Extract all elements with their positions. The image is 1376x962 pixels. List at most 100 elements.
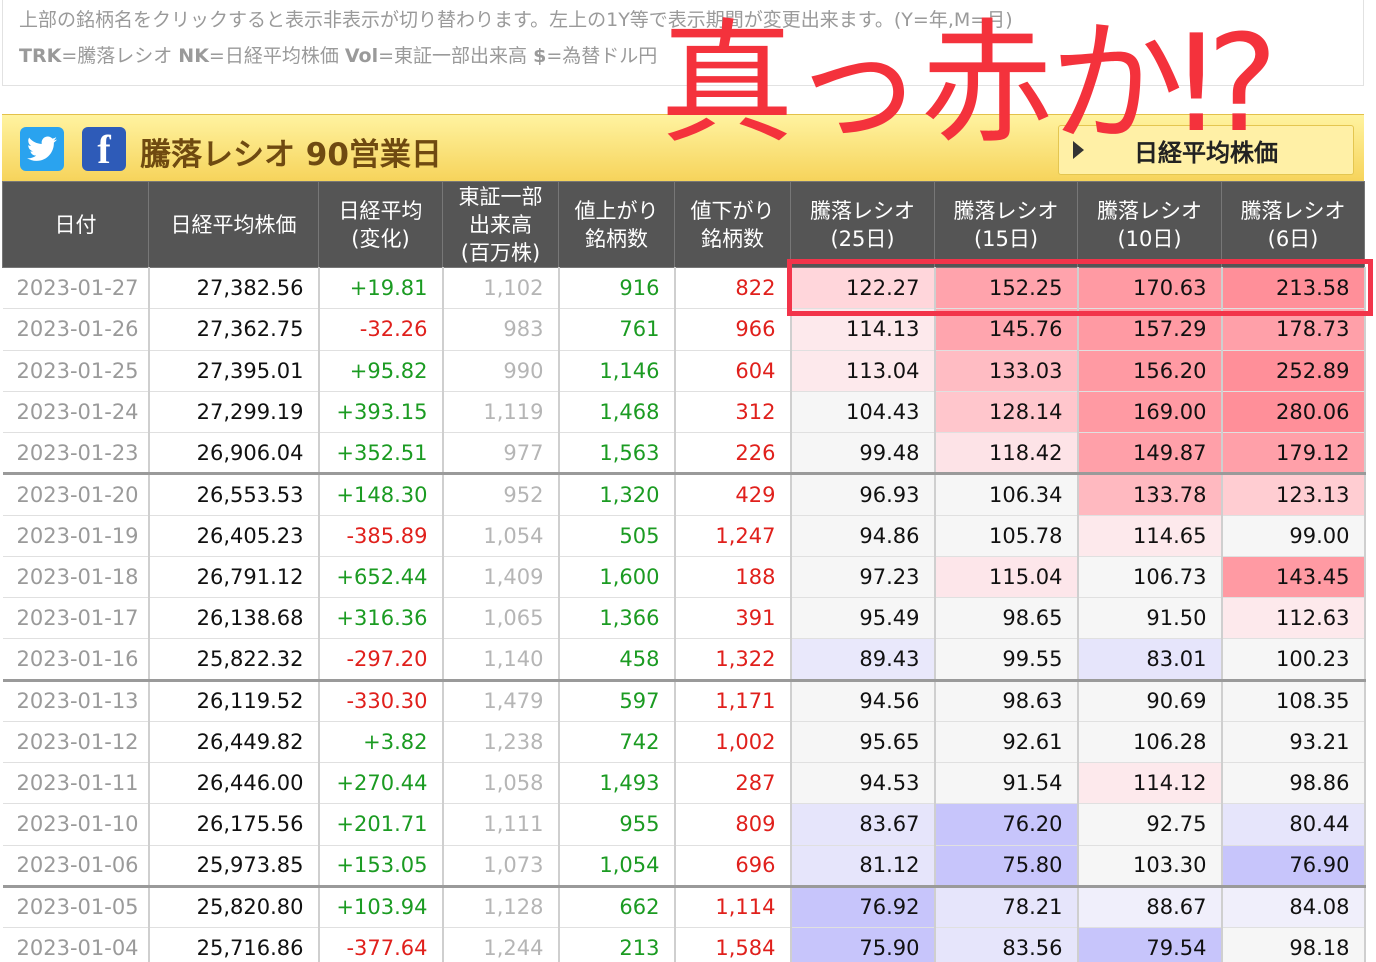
cell-volume: 977: [442, 432, 560, 475]
legend-key-nk: NK: [178, 45, 209, 68]
cell-ratio-25: 83.67: [790, 803, 936, 846]
cell-ratio-15: 98.65: [934, 597, 1079, 640]
table-row: 2023-01-25 27,395.01 +95.82 990 1,146 604 113.…: [2, 350, 1366, 392]
cell-ratio-25: 122.27: [790, 267, 936, 310]
cell-ratio-10: 103.30: [1077, 845, 1223, 887]
cell-nikkei-change: +352.51: [318, 432, 444, 475]
cell-ratio-15: 92.61: [934, 721, 1079, 764]
nikkei-toggle-button[interactable]: 日経平均株価: [1058, 125, 1354, 175]
cell-ratio-6: 84.08: [1221, 884, 1366, 929]
cell-ratio-15: 75.80: [934, 845, 1079, 887]
cell-volume: 1,111: [442, 803, 560, 846]
cell-ratio-10: 170.63: [1077, 267, 1223, 310]
table-body: 2023-01-27 27,382.56 +19.81 1,102 916 822 122.…: [2, 267, 1366, 962]
cell-ratio-25: 76.92: [790, 884, 936, 929]
info-box: 上部の銘柄名をクリックすると表示非表示が切り替わります。左上の1Y等で表示期間が…: [2, 0, 1364, 86]
cell-decliners: 1,171: [674, 678, 792, 722]
cell-date: 2023-01-24: [2, 391, 150, 434]
cell-ratio-10: 156.20: [1077, 350, 1223, 392]
cell-volume: 990: [442, 350, 560, 392]
legend-key-usd: $: [533, 45, 547, 68]
cell-ratio-25: 94.56: [790, 678, 936, 722]
cell-decliners: 429: [674, 472, 792, 516]
cell-ratio-10: 169.00: [1077, 391, 1223, 434]
cell-ratio-25: 89.43: [790, 638, 936, 681]
cell-volume: 1,054: [442, 515, 560, 557]
cell-date: 2023-01-12: [2, 721, 150, 764]
cell-decliners: 1,114: [674, 884, 792, 929]
cell-ratio-6: 123.13: [1221, 472, 1366, 516]
cell-volume: 1,065: [442, 597, 560, 640]
cell-advancers: 955: [558, 803, 676, 846]
cell-ratio-6: 100.23: [1221, 638, 1366, 681]
cell-ratio-10: 91.50: [1077, 597, 1223, 640]
cell-nikkei-change: -297.20: [318, 638, 444, 681]
cell-nikkei: 26,449.82: [148, 721, 320, 764]
cell-advancers: 1,493: [558, 762, 676, 805]
cell-ratio-25: 94.86: [790, 515, 936, 557]
table-row: 2023-01-20 26,553.53 +148.30 952 1,320 429 96.…: [2, 472, 1366, 516]
panel-header: f 騰落レシオ 90営業日 日経平均株価: [2, 114, 1364, 182]
cell-decliners: 1,247: [674, 515, 792, 557]
cell-date: 2023-01-04: [2, 927, 150, 962]
cell-ratio-6: 98.18: [1221, 927, 1366, 962]
th-decliners: 値下がり 銘柄数: [674, 181, 791, 268]
cell-nikkei: 27,382.56: [148, 267, 320, 310]
cell-ratio-6: 93.21: [1221, 721, 1366, 764]
cell-decliners: 391: [674, 597, 792, 640]
twitter-icon[interactable]: [20, 127, 64, 171]
cell-date: 2023-01-27: [2, 267, 150, 310]
table-row: 2023-01-18 26,791.12 +652.44 1,409 1,600 188 9…: [2, 556, 1366, 599]
cell-advancers: 1,054: [558, 845, 676, 887]
cell-date: 2023-01-17: [2, 597, 150, 640]
cell-nikkei-change: +148.30: [318, 472, 444, 516]
cell-ratio-25: 95.49: [790, 597, 936, 640]
cell-ratio-6: 143.45: [1221, 556, 1366, 599]
cell-ratio-25: 114.13: [790, 308, 936, 351]
cell-nikkei: 26,446.00: [148, 762, 320, 805]
table-row: 2023-01-06 25,973.85 +153.05 1,073 1,054 696 8…: [2, 845, 1366, 887]
cell-volume: 1,058: [442, 762, 560, 805]
cell-nikkei-change: -330.30: [318, 678, 444, 722]
table-row: 2023-01-04 25,716.86 -377.64 1,244 213 1,584 7…: [2, 927, 1366, 962]
table-row: 2023-01-11 26,446.00 +270.44 1,058 1,493 287 9…: [2, 762, 1366, 805]
cell-volume: 1,073: [442, 845, 560, 887]
cell-ratio-6: 76.90: [1221, 845, 1366, 887]
cell-advancers: 213: [558, 927, 676, 962]
cell-nikkei: 27,299.19: [148, 391, 320, 434]
facebook-icon[interactable]: f: [82, 127, 126, 172]
cell-nikkei-change: +19.81: [318, 267, 444, 310]
nikkei-toggle-label: 日経平均株価: [1134, 138, 1278, 167]
cell-ratio-15: 133.03: [934, 350, 1079, 392]
table-row: 2023-01-05 25,820.80 +103.94 1,128 662 1,114 7…: [2, 884, 1366, 929]
cell-ratio-15: 76.20: [934, 803, 1079, 846]
cell-nikkei: 26,906.04: [148, 432, 320, 475]
cell-date: 2023-01-19: [2, 515, 150, 557]
cell-decliners: 809: [674, 803, 792, 846]
cell-nikkei-change: +153.05: [318, 845, 444, 887]
breadth-ratio-table: 日付 日経平均株価 日経平均 (変化) 東証一部 出来高 (百万株) 値上がり 銘柄数 値下がり銘…: [2, 181, 1366, 962]
cell-decliners: 188: [674, 556, 792, 599]
cell-nikkei: 26,405.23: [148, 515, 320, 557]
cell-ratio-10: 133.78: [1077, 472, 1223, 516]
table-row: 2023-01-12 26,449.82 +3.82 1,238 742 1,002 95.…: [2, 721, 1366, 764]
cell-date: 2023-01-23: [2, 432, 150, 475]
cell-ratio-6: 178.73: [1221, 308, 1366, 351]
cell-ratio-10: 79.54: [1077, 927, 1223, 962]
cell-ratio-15: 152.25: [934, 267, 1079, 310]
cell-ratio-15: 83.56: [934, 927, 1079, 962]
th-ratio-6: 騰落レシオ (6日): [1221, 181, 1365, 268]
th-date: 日付: [2, 181, 149, 268]
cell-date: 2023-01-25: [2, 350, 150, 392]
cell-ratio-15: 78.21: [934, 884, 1079, 929]
table-row: 2023-01-26 27,362.75 -32.26 983 761 966 114.13…: [2, 308, 1366, 351]
table-header-row: 日付 日経平均株価 日経平均 (変化) 東証一部 出来高 (百万株) 値上がり 銘柄数 値下がり銘…: [2, 181, 1365, 268]
cell-decliners: 966: [674, 308, 792, 351]
cell-nikkei-change: +103.94: [318, 884, 444, 929]
cell-volume: 1,409: [442, 556, 560, 599]
th-ratio-15: 騰落レシオ (15日): [934, 181, 1078, 268]
th-nikkei-change: 日経平均 (変化): [318, 181, 443, 268]
cell-advancers: 1,320: [558, 472, 676, 516]
info-line-1: 上部の銘柄名をクリックすると表示非表示が切り替わります。左上の1Y等で表示期間が…: [19, 9, 1013, 31]
cell-nikkei-change: -385.89: [318, 515, 444, 557]
